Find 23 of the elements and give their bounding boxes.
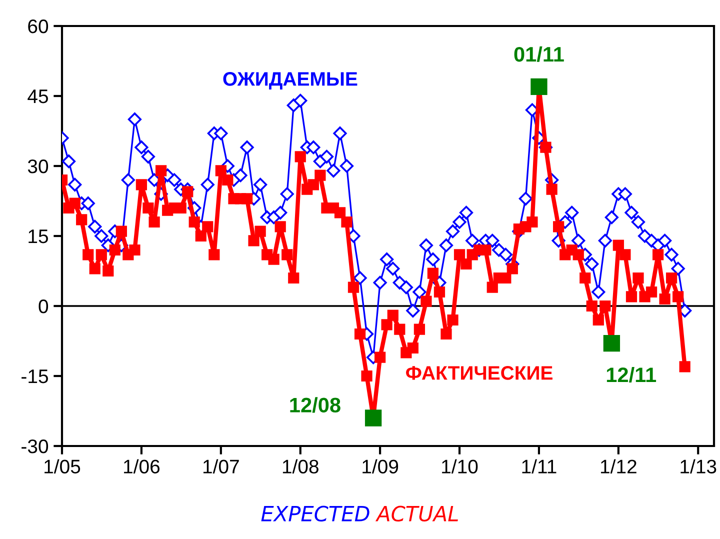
text: ACTUAL xyxy=(375,506,458,522)
x-tick-label: 1/07 xyxy=(203,459,239,474)
x-tick-label: 1/08 xyxy=(282,459,318,474)
x-tick-label: 1/12 xyxy=(600,459,636,474)
series-label: ОЖИДАЕМЫЕ xyxy=(223,72,358,90)
y-tick-label: 30 xyxy=(28,159,48,174)
x-tick-label: 1/09 xyxy=(362,459,398,474)
x-tick-label: 1/13 xyxy=(680,459,716,474)
x-tick-label: 1/06 xyxy=(124,459,160,474)
x-tick-label: 1/10 xyxy=(442,459,478,474)
annotation: 01/11 xyxy=(514,46,564,62)
y-tick-label: 60 xyxy=(28,19,48,34)
annotation: 12/08 xyxy=(290,397,340,413)
y-tick-label: -15 xyxy=(22,370,48,384)
annotation: 12/11 xyxy=(606,366,656,382)
y-tick-label: -30 xyxy=(22,439,48,454)
y-tick-label: 45 xyxy=(28,90,48,104)
series-label: ФАКТИЧЕСКИЕ xyxy=(406,366,552,380)
y-tick-label: 15 xyxy=(28,230,48,244)
x-tick-label: 1/11 xyxy=(522,459,556,474)
text: EXPECTED xyxy=(261,506,370,522)
x-tick-label: 1/05 xyxy=(44,459,80,474)
y-tick-label: 0 xyxy=(38,299,48,314)
